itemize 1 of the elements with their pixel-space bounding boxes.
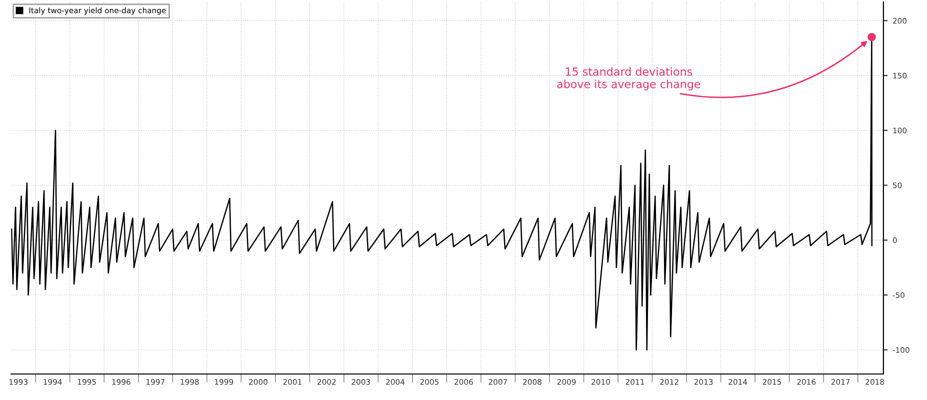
annotation: 15 standard deviations above its average change — [557, 67, 700, 90]
